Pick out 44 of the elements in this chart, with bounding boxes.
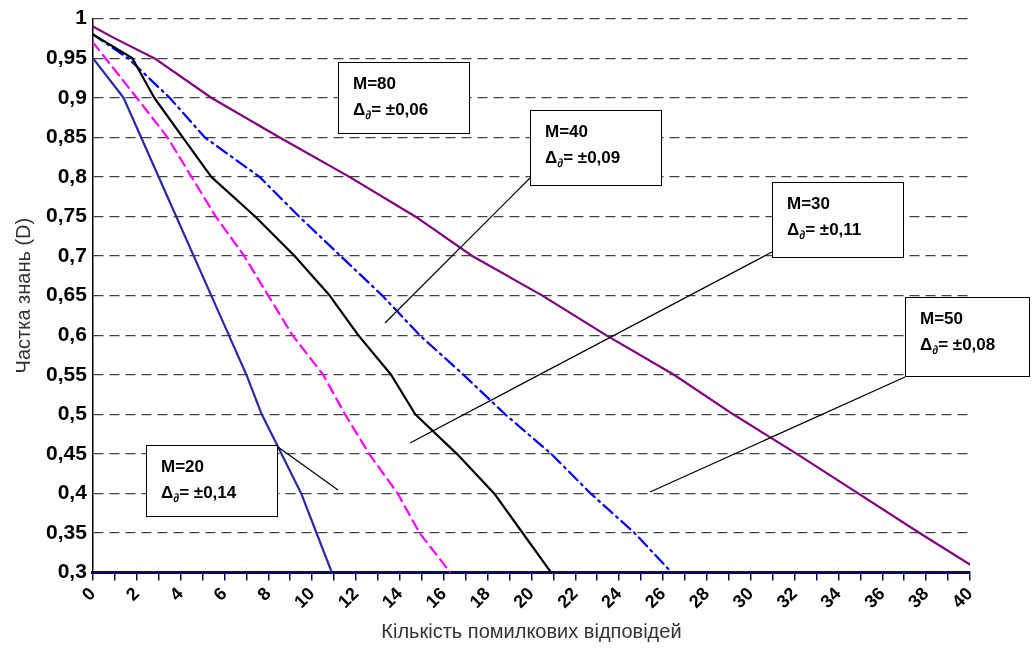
y-tick-label: 0,55 xyxy=(46,361,88,385)
x-axis-title: Кількість помилкових відповідей xyxy=(381,619,682,642)
x-tick-label: 2 xyxy=(121,583,144,605)
y-tick-label: 0,85 xyxy=(46,124,88,148)
x-tick-label: 14 xyxy=(377,583,407,612)
x-tick-label: 18 xyxy=(465,583,494,612)
y-axis-title: Частка знань (D) xyxy=(11,217,34,374)
x-tick-label: 30 xyxy=(728,583,758,612)
x-tick-label: 32 xyxy=(772,583,801,612)
callout-box: M=40 Δ$_{∂}$= ±0,09 xyxy=(530,110,662,186)
x-tick-label: 22 xyxy=(553,583,582,612)
y-tick-label: 0,5 xyxy=(57,401,88,425)
x-tick-label: 12 xyxy=(334,583,363,612)
x-tick-label: 26 xyxy=(641,583,670,612)
y-tick-label: 0,3 xyxy=(57,559,87,583)
x-tick-label: 8 xyxy=(253,583,275,605)
x-tick-label: 24 xyxy=(597,583,626,612)
x-tick-label: 10 xyxy=(290,583,319,612)
y-tick-label: 0,8 xyxy=(57,163,88,187)
x-tick-label: 6 xyxy=(209,583,231,605)
x-tick-label: 0 xyxy=(77,583,100,605)
y-tick-label: 1 xyxy=(75,5,88,29)
callout-box: M=30 Δ$_{∂}$= ±0,11 xyxy=(772,182,904,258)
y-tick-label: 0,65 xyxy=(46,282,88,306)
y-tick-label: 0,6 xyxy=(57,321,87,345)
x-tick-label: 34 xyxy=(816,583,845,612)
callout-box: M=50 Δ$_{∂}$= ±0,08 xyxy=(905,297,1030,377)
x-tick-label: 16 xyxy=(421,583,451,612)
callout-box: M=80 Δ$_{∂}$= ±0,06 xyxy=(338,62,470,135)
y-tick-label: 0,75 xyxy=(46,203,88,227)
x-tick-label: 20 xyxy=(509,583,538,612)
x-tick-label: 40 xyxy=(948,583,977,612)
y-tick-label: 0,4 xyxy=(57,480,88,504)
y-tick-label: 0,35 xyxy=(46,519,88,543)
y-tick-label: 0,45 xyxy=(46,440,88,464)
x-tick-label: 38 xyxy=(904,583,933,612)
y-tick-label: 0,7 xyxy=(57,242,87,266)
x-tick-label: 36 xyxy=(860,583,889,612)
y-tick-label: 0,95 xyxy=(46,44,88,68)
callout-box: M=20 Δ$_{∂}$= ±0,14 xyxy=(146,445,278,518)
line-series xyxy=(92,41,452,573)
x-tick-label: 4 xyxy=(165,583,187,605)
y-tick-label: 0,9 xyxy=(57,84,87,108)
x-tick-label: 28 xyxy=(684,583,714,612)
